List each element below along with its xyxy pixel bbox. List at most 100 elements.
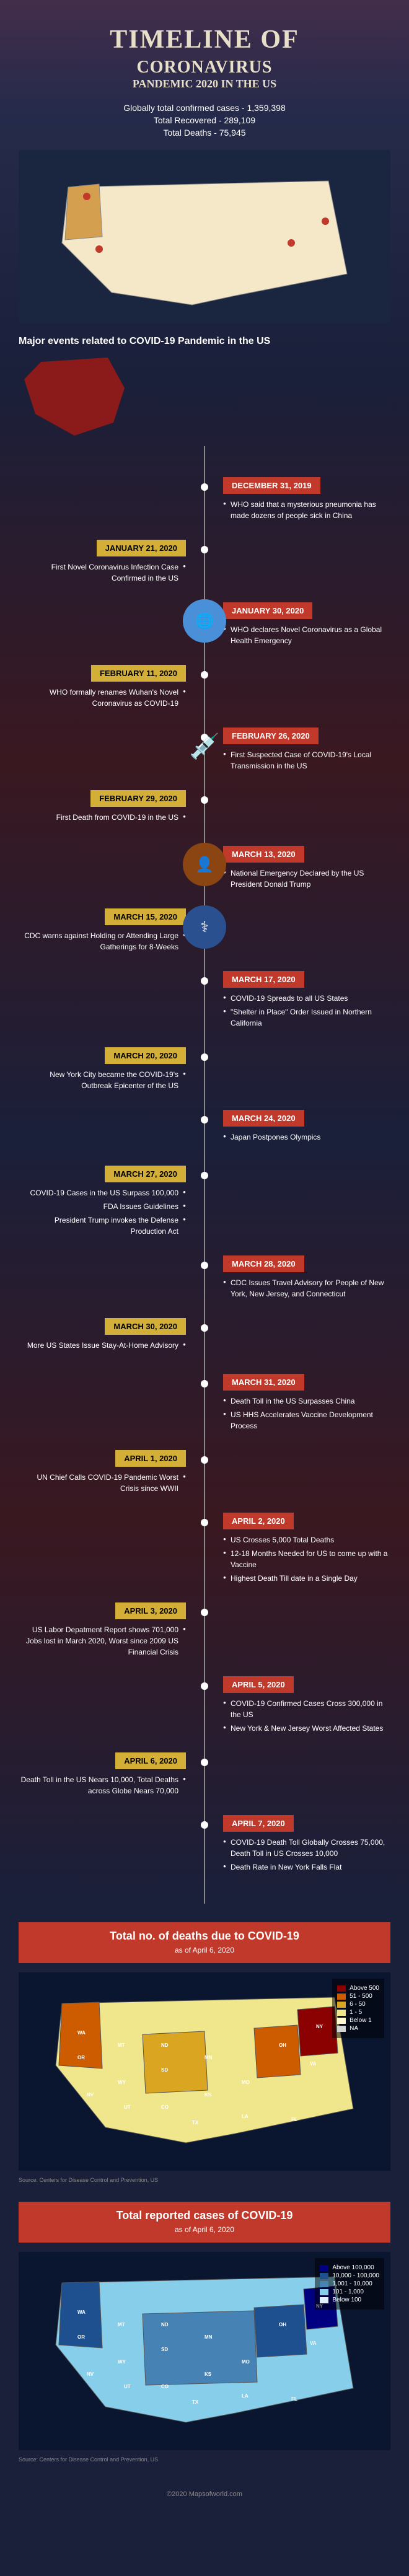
timeline-event-6: 👤MARCH 13, 2020National Emergency Declar… <box>19 846 390 890</box>
timeline-dot <box>201 977 208 985</box>
event-item: WHO formally renames Wuhan's Novel Coron… <box>19 687 186 709</box>
timeline-event-15: APRIL 1, 2020UN Chief Calls COVID-19 Pan… <box>19 1450 390 1494</box>
legend-color <box>320 2265 328 2271</box>
section-title-major: Major events related to COVID-19 Pandemi… <box>19 336 390 347</box>
date-badge: MARCH 13, 2020 <box>223 846 304 863</box>
timeline-event-4: 💉FEBRUARY 26, 2020First Suspected Case o… <box>19 728 390 771</box>
legend-item: Below 1 <box>337 2017 379 2024</box>
timeline-event-10: MARCH 24, 2020Japan Postpones Olympics <box>19 1110 390 1147</box>
timeline-event-9: MARCH 20, 2020New York City became the C… <box>19 1047 390 1091</box>
deaths-subtitle: as of April 6, 2020 <box>175 1946 234 1954</box>
legend-item: 10,000 - 100,000 <box>320 2272 379 2279</box>
event-item: First Novel Coronavirus Infection Case C… <box>19 561 186 584</box>
legend-item: 51 - 500 <box>337 1993 379 2000</box>
timeline-dot <box>201 1519 208 1526</box>
svg-text:MT: MT <box>118 2042 125 2048</box>
timeline-event-16: APRIL 2, 2020US Crosses 5,000 Total Deat… <box>19 1513 390 1584</box>
subtitle2: PANDEMIC 2020 IN THE US <box>19 77 390 90</box>
legend-label: 6 - 50 <box>350 2001 366 2008</box>
svg-text:UT: UT <box>124 2104 131 2110</box>
date-badge: FEBRUARY 29, 2020 <box>90 790 186 807</box>
legend-color <box>320 2281 328 2287</box>
event-text: US Crosses 5,000 Total Deaths12-18 Month… <box>223 1534 390 1584</box>
date-badge: FEBRUARY 11, 2020 <box>91 665 186 682</box>
svg-text:LA: LA <box>242 2114 248 2119</box>
event-item: New York & New Jersey Worst Affected Sta… <box>223 1723 390 1734</box>
date-badge: APRIL 5, 2020 <box>223 1676 294 1693</box>
legend-item: 1 - 5 <box>337 2009 379 2016</box>
who-icon: 🌐 <box>183 599 226 643</box>
event-item: CDC Issues Travel Advisory for People of… <box>223 1277 390 1299</box>
legend-color <box>337 1985 346 1992</box>
timeline-event-13: MARCH 30, 2020More US States Issue Stay-… <box>19 1318 390 1355</box>
date-badge: JANUARY 30, 2020 <box>223 602 312 619</box>
timeline-event-20: APRIL 7, 2020 COVID-19 Death Toll Globall… <box>19 1815 390 1873</box>
deaths-legend: Above 50051 - 5006 - 501 - 5Below 1NA <box>332 1979 384 2038</box>
timeline-dot <box>201 546 208 553</box>
event-text: WHO formally renames Wuhan's Novel Coron… <box>19 687 186 709</box>
timeline-dot <box>201 1759 208 1766</box>
event-item: More US States Issue Stay-At-Home Adviso… <box>19 1340 186 1351</box>
timeline: DECEMBER 31, 2019 WHO said that a mysteri… <box>19 446 390 1904</box>
svg-text:KS: KS <box>205 2372 212 2377</box>
event-text: WHO said that a mysterious pneumonia has… <box>223 499 390 521</box>
svg-text:TX: TX <box>192 2120 199 2125</box>
event-item: CDC warns against Holding or Attending L… <box>19 930 186 952</box>
china-map <box>19 353 130 440</box>
event-item: National Emergency Declared by the US Pr… <box>223 868 390 890</box>
timeline-dot <box>201 1053 208 1061</box>
cases-subtitle: as of April 6, 2020 <box>175 2225 234 2234</box>
svg-text:WA: WA <box>77 2310 86 2315</box>
legend-item: Above 100,000 <box>320 2264 379 2271</box>
svg-text:WY: WY <box>118 2359 126 2365</box>
timeline-dot <box>201 1682 208 1690</box>
stat-recovered: Total Recovered - 289,109 <box>19 115 390 125</box>
event-text: Death Toll in the US Nears 10,000, Total… <box>19 1774 186 1796</box>
legend-color <box>320 2297 328 2303</box>
legend-color <box>337 2002 346 2008</box>
cases-title: Total reported cases of COVID-19 <box>117 2209 293 2222</box>
event-item: Death Toll in the US Surpasses China <box>223 1396 390 1407</box>
footer-copyright: ©2020 Mapsofworld.com <box>19 2481 390 2507</box>
date-badge: APRIL 6, 2020 <box>115 1752 186 1769</box>
timeline-dot <box>201 1262 208 1269</box>
event-text: US Labor Depatment Report shows 701,000 … <box>19 1624 186 1658</box>
legend-color <box>337 2018 346 2024</box>
legend-item: 1,001 - 10,000 <box>320 2280 379 2287</box>
svg-text:VA: VA <box>310 2061 317 2067</box>
timeline-dot <box>201 1172 208 1179</box>
date-badge: MARCH 17, 2020 <box>223 971 304 988</box>
date-badge: MARCH 28, 2020 <box>223 1255 304 1272</box>
svg-text:ND: ND <box>161 2322 169 2328</box>
infographic-container: TIMELINE OF CORONAVIRUS PANDEMIC 2020 IN… <box>0 0 409 2532</box>
event-item: WHO declares Novel Coronavirus as a Glob… <box>223 624 390 646</box>
stat-deaths: Total Deaths - 75,945 <box>19 128 390 138</box>
date-badge: MARCH 20, 2020 <box>105 1047 186 1064</box>
svg-text:FL: FL <box>291 2117 297 2122</box>
main-title: TIMELINE OF <box>19 25 390 55</box>
subtitle: CORONAVIRUS <box>19 58 390 77</box>
timeline-event-1: JANUARY 21, 2020First Novel Coronavirus … <box>19 540 390 584</box>
deaths-source: Source: Centers for Disease Control and … <box>19 2177 390 2183</box>
date-badge: DECEMBER 31, 2019 <box>223 477 320 494</box>
date-badge: APRIL 1, 2020 <box>115 1450 186 1467</box>
legend-color <box>320 2273 328 2279</box>
svg-text:MT: MT <box>118 2322 125 2328</box>
event-item: COVID-19 Death Toll Globally Crosses 75,… <box>223 1837 390 1859</box>
event-text: COVID-19 Cases in the US Surpass 100,000… <box>19 1187 186 1237</box>
svg-text:SD: SD <box>161 2067 168 2073</box>
event-item: Death Toll in the US Nears 10,000, Total… <box>19 1774 186 1796</box>
svg-text:CO: CO <box>161 2104 169 2110</box>
legend-label: Below 100 <box>332 2297 361 2303</box>
legend-item: 6 - 50 <box>337 2001 379 2008</box>
legend-label: 101 - 1,000 <box>332 2288 364 2295</box>
legend-label: 1 - 5 <box>350 2009 362 2016</box>
timeline-dot <box>201 483 208 491</box>
deaths-section-header: Total no. of deaths due to COVID-19 as o… <box>19 1922 390 1963</box>
syringe-icon: 💉 <box>183 724 226 768</box>
date-badge: APRIL 7, 2020 <box>223 1815 294 1832</box>
svg-text:FL: FL <box>291 2396 297 2402</box>
cases-source: Source: Centers for Disease Control and … <box>19 2456 390 2463</box>
timeline-dot <box>201 1609 208 1616</box>
svg-text:NV: NV <box>87 2092 94 2098</box>
